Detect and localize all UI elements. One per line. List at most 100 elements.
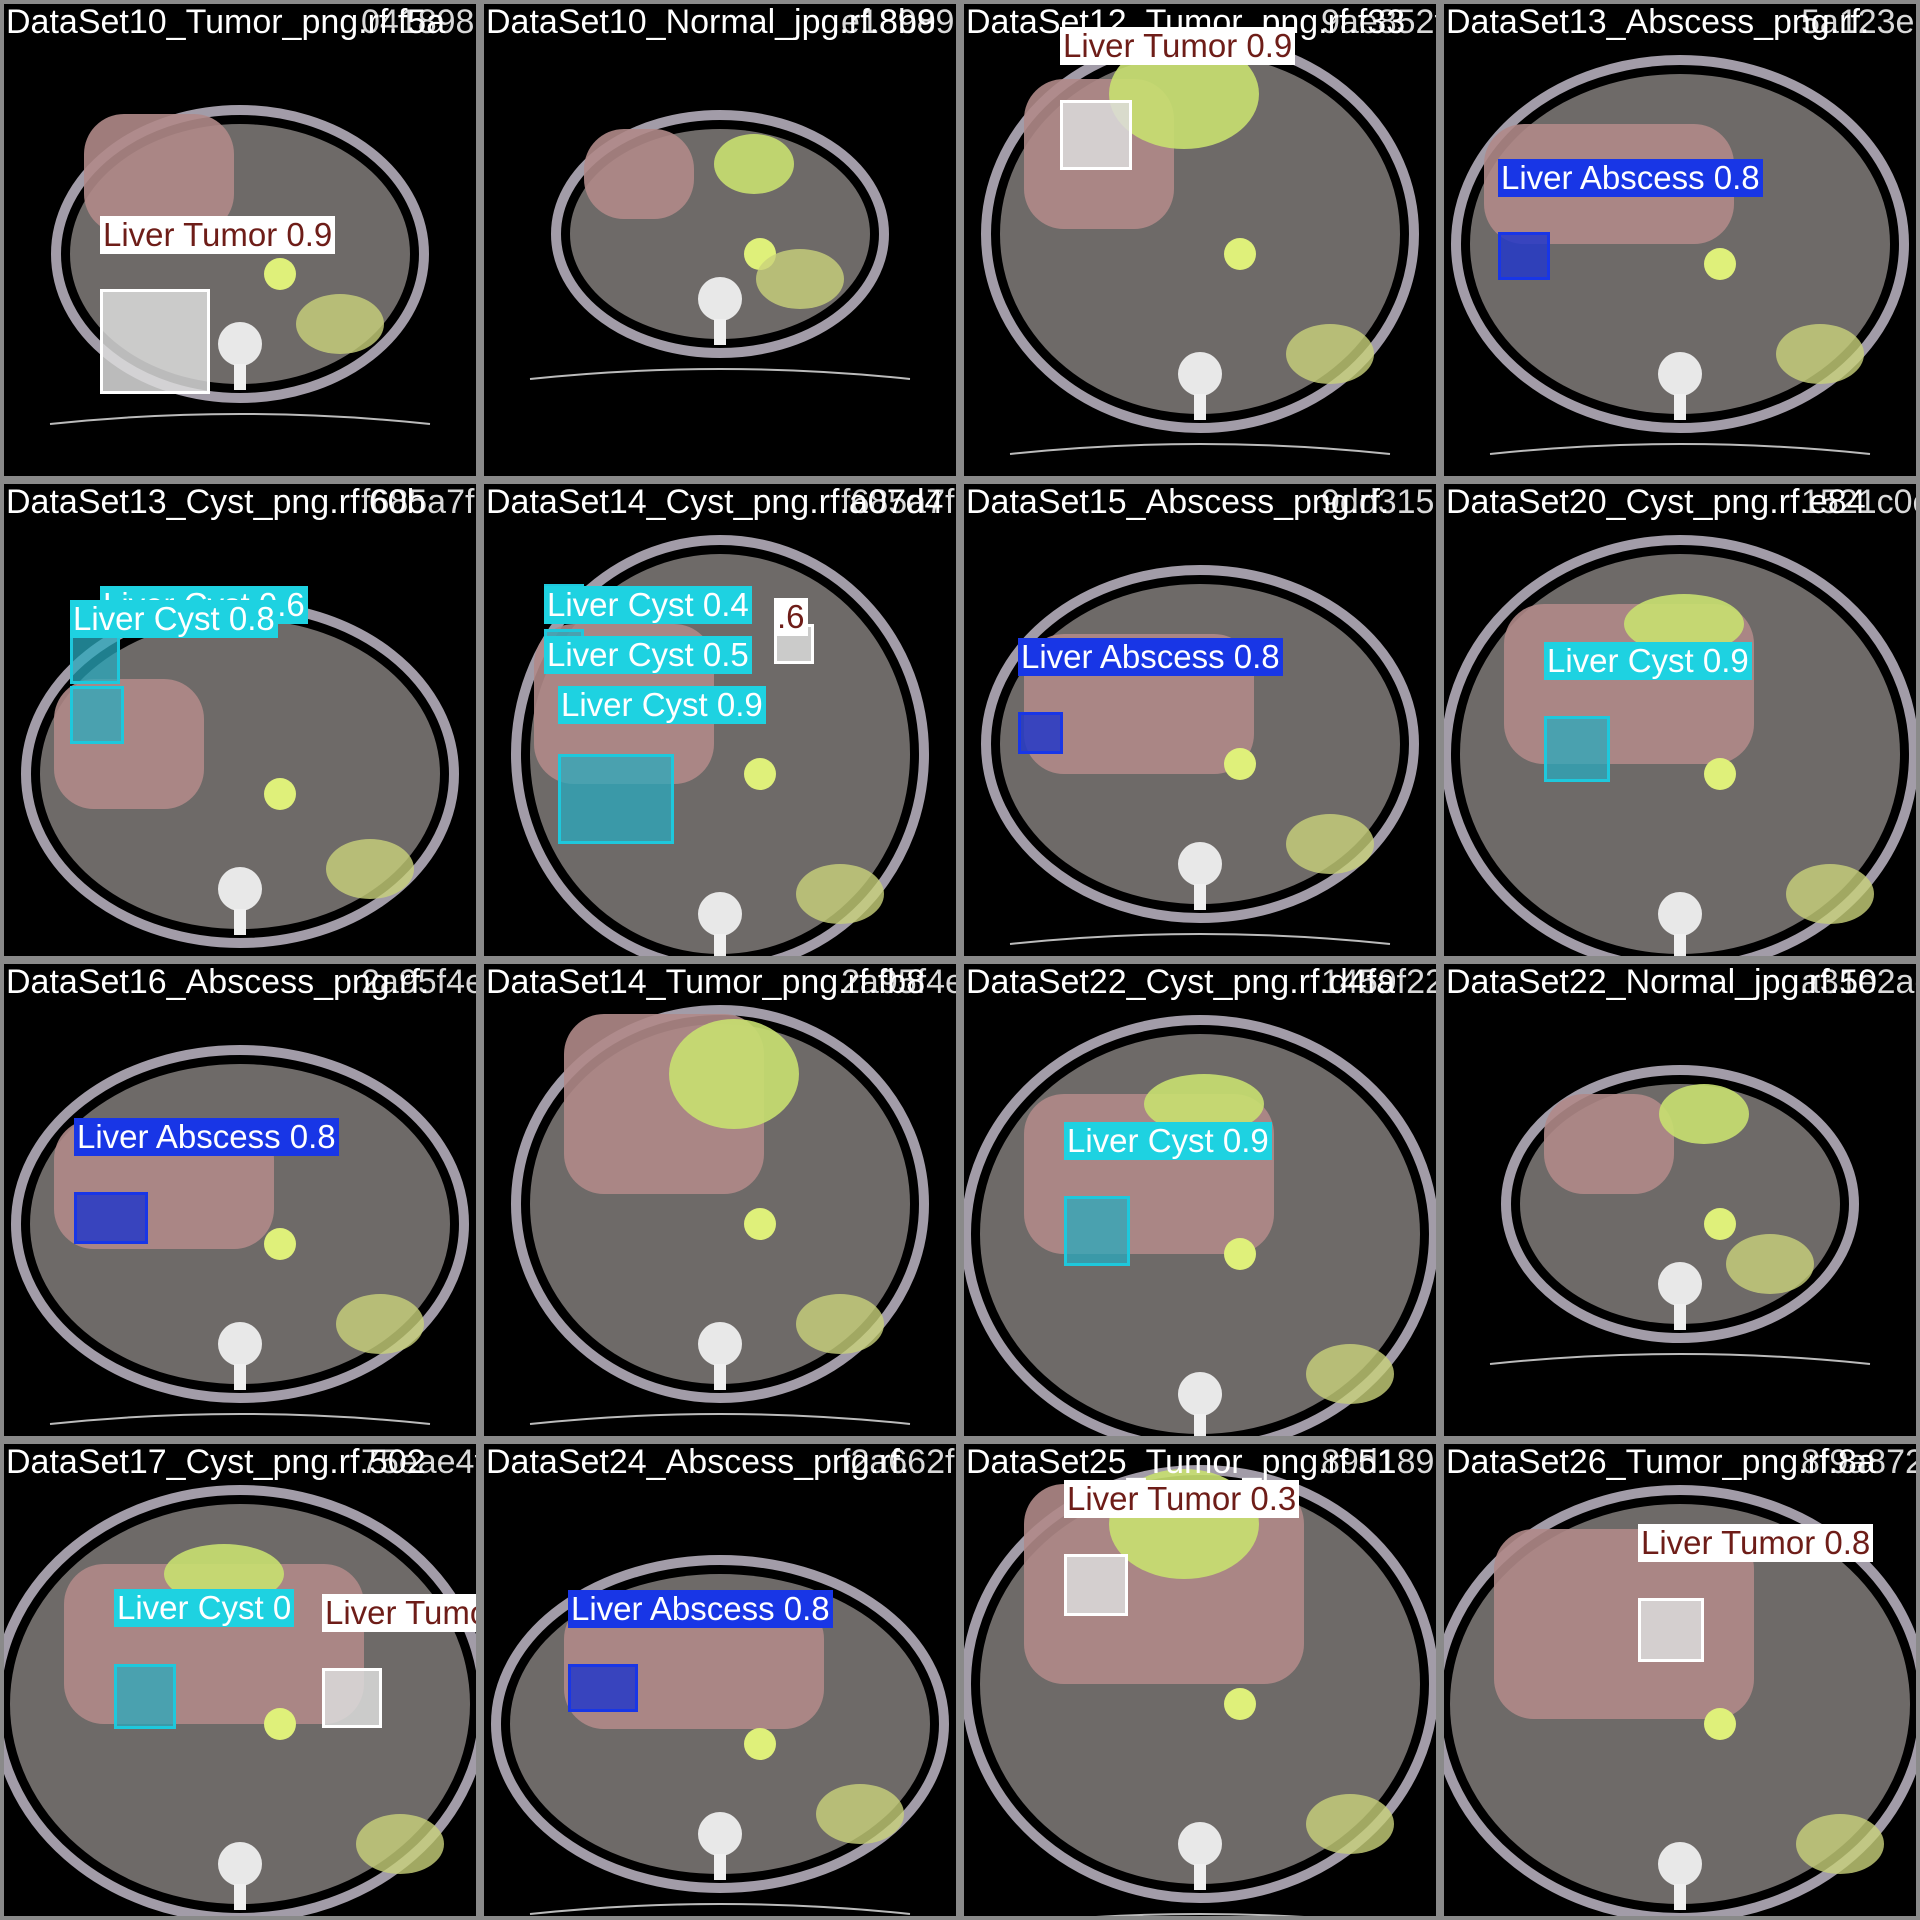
tile-title-text: DataSet22_Normal_jpg.rf.50 (1446, 964, 1877, 1001)
tile-title-overlap-text: 9ae852f2487b6e (1321, 4, 1436, 41)
tile-title-text: DataSet25_Tumor_png.rf.51 (966, 1444, 1396, 1481)
tile-title: DataSet10_Tumor_png.rf.f5a041898987fdbd5… (6, 4, 476, 42)
tile-title-overlap-text: 9dd31523c44e09 (1321, 484, 1436, 521)
tile-title-overlap-text: 1521c0e20d2187 (1801, 484, 1916, 521)
tile-title-overlap-text: f2a662f75ed1fc (841, 1444, 956, 1481)
detection-box-abscess (74, 1192, 148, 1244)
tile-title: DataSet24_Abscess_png.rf.f2a662f75ed1fc (486, 1444, 956, 1482)
detection-box-cyst (1064, 1196, 1130, 1266)
ct-scan-image (491, 1555, 949, 1915)
detection-label-tumor: Liver Tumor 0. (322, 1594, 476, 1632)
scan-tile: DataSet13_Cyst_png.rf.60bf685a7f6d4cf49 L… (4, 484, 476, 956)
ct-scan-image (1444, 535, 1916, 956)
detection-label-tumor: Liver Tumor 0.9 (1060, 27, 1296, 65)
detection-box-cyst (558, 754, 674, 844)
detection-label-cyst: Liver Cyst 0.5 (544, 636, 752, 674)
scan-tile: DataSet17_Cyst_png.rf.50275eae4f21d75ff L… (4, 1444, 476, 1916)
detection-box-tumor (1638, 1598, 1704, 1662)
tile-title: DataSet15_Abscess_png.rf.9dd31523c44e09 (966, 484, 1436, 522)
tile-title-text: DataSet26_Tumor_png.rf.8a (1446, 1444, 1876, 1481)
scan-tile: DataSet15_Abscess_png.rf.9dd31523c44e09 L… (964, 484, 1436, 956)
scan-tile: DataSet10_Normal_jpg.rf.8b9e1898987fd (484, 4, 956, 476)
detection-label-abscess: Liver Abscess 0.8 (74, 1118, 339, 1156)
tile-title-text: DataSet17_Cyst_png.rf.502 (6, 1444, 426, 1481)
detection-box-tumor (322, 1668, 382, 1728)
scan-tile: DataSet13_Abscess_png.rf.5a123e2f86Abl Li… (1444, 4, 1916, 476)
ct-scan-image (4, 1485, 476, 1916)
tile-title-overlap-text: a31e2ad031 (1801, 964, 1916, 1001)
tile-title-overlap-text: 041898987fdbd50 (361, 4, 476, 41)
tile-title-overlap-text: 2a95f4e2d3e40c (841, 964, 956, 1001)
scan-tile: DataSet20_Cyst_png.rf.e841521c0e20d2187 L… (1444, 484, 1916, 956)
ct-scan-image (981, 35, 1419, 455)
detection-label-tumor: .6 (774, 598, 808, 636)
tile-title: DataSet10_Normal_jpg.rf.8b9e1898987fd (486, 4, 956, 42)
tile-title-text: DataSet20_Cyst_png.rf.e84 (1446, 484, 1866, 521)
tile-title-text: DataSet10_Tumor_png.rf.f5a (6, 4, 446, 41)
detection-label-cyst: Liver Cyst 0.9 (1544, 642, 1752, 680)
detection-label-abscess: Liver Abscess 0.8 (1018, 638, 1283, 676)
detection-label-cyst: Liver Cyst 0.4 (544, 586, 752, 624)
detection-label-tumor: Liver Tumor 0.3 (1064, 1480, 1300, 1518)
detection-label-abscess: Liver Abscess 0.8 (1498, 159, 1763, 197)
detection-label-tumor: Liver Tumor 0.8 (1638, 1524, 1874, 1562)
scan-tile: DataSet16_Abscess_png.rf.2a95f4e2d3e40c L… (4, 964, 476, 1436)
tile-title-text: DataSet15_Abscess_png.rf. (966, 484, 1390, 521)
tile-title: DataSet13_Abscess_png.rf.5a123e2f86Abl (1446, 4, 1916, 42)
scan-tile: DataSet14_Cyst_png.rf.a07d4f685a7f6d4cf4… (484, 484, 956, 956)
detection-box-abscess (568, 1664, 638, 1712)
tile-title-overlap-text: 8f9a8725330045 (1801, 1444, 1916, 1481)
tile-title-overlap-text: 75eae4f21d75ff (361, 1444, 476, 1481)
tile-title-text: DataSet10_Normal_jpg.rf.8b9 (486, 4, 936, 41)
tile-title-text: DataSet14_Tumor_png.rf.fb8 (486, 964, 926, 1001)
tile-title: DataSet20_Cyst_png.rf.e841521c0e20d2187 (1446, 484, 1916, 522)
tile-title-overlap-text: f685a7f6d4cf49 (361, 484, 476, 521)
tile-title-text: DataSet16_Abscess_png.rf. (6, 964, 430, 1001)
detection-label-abscess: Liver Abscess 0.8 (568, 1590, 833, 1628)
detection-box-abscess (1498, 232, 1550, 280)
tile-title-text: DataSet13_Abscess_png.rf. (1446, 4, 1870, 41)
tile-title-overlap-text: 89d1897283304 (1321, 1444, 1436, 1481)
detection-box-abscess (1018, 712, 1063, 754)
tile-title-overlap-text: 5a123e2f86Abl (1801, 4, 1916, 41)
tile-title-text: DataSet13_Cyst_png.rf.60b (6, 484, 426, 521)
detection-label-cyst: Liver Cyst 0.9 (1064, 1122, 1272, 1160)
scan-tile: DataSet10_Tumor_png.rf.f5a041898987fdbd5… (4, 4, 476, 476)
tile-title: DataSet25_Tumor_png.rf.5189d1897283304 (966, 1444, 1436, 1482)
tile-title: DataSet13_Cyst_png.rf.60bf685a7f6d4cf49 (6, 484, 476, 522)
scan-tile: DataSet14_Tumor_png.rf.fb82a95f4e2d3e40c (484, 964, 956, 1436)
ct-scan-image (1489, 1065, 1871, 1365)
scan-tile: DataSet26_Tumor_png.rf.8a8f9a8725330045 L… (1444, 1444, 1916, 1916)
tile-title: DataSet16_Abscess_png.rf.2a95f4e2d3e40c (6, 964, 476, 1002)
tile-title: DataSet14_Cyst_png.rf.a07d4f685a7f6d4cf4… (486, 484, 956, 522)
scan-tile: DataSet22_Cyst_png.rf.d4fa1459f2225538c6… (964, 964, 1436, 1436)
ct-scan-image (964, 1015, 1436, 1436)
ct-scan-image (511, 1005, 929, 1425)
detection-box-tumor (100, 289, 210, 394)
detection-box-cyst (70, 686, 124, 744)
detection-box-tumor (1060, 100, 1132, 170)
tile-title: DataSet17_Cyst_png.rf.50275eae4f21d75ff (6, 1444, 476, 1482)
scan-tile: DataSet12_Tumor_png.rf.f339ae852f2487b6e… (964, 4, 1436, 476)
tile-title-text: DataSet22_Cyst_png.rf.d4fa (966, 964, 1396, 1001)
tile-title: DataSet26_Tumor_png.rf.8a8f9a8725330045 (1446, 1444, 1916, 1482)
detection-label-cyst: Liver Cyst 0 (114, 1589, 295, 1627)
tile-title: DataSet22_Normal_jpg.rf.50a31e2ad031 (1446, 964, 1916, 1002)
tile-title-text: DataSet14_Cyst_png.rf.a07d4 (486, 484, 944, 521)
detection-label-tumor: Liver Tumor 0.9 (100, 216, 336, 254)
detection-label-cyst: Liver Cyst 0.8 (70, 600, 278, 638)
tile-title-text: DataSet24_Abscess_png.rf. (486, 1444, 910, 1481)
ct-scan-image (529, 110, 911, 380)
tile-title: DataSet14_Tumor_png.rf.fb82a95f4e2d3e40c (486, 964, 956, 1002)
scan-tile: DataSet22_Normal_jpg.rf.50a31e2ad031 (1444, 964, 1916, 1436)
tile-title-overlap-text: e1898987fd (841, 4, 956, 41)
tile-title-overlap-text: f685a7f6d4cf49 (841, 484, 956, 521)
scan-tile: DataSet25_Tumor_png.rf.5189d1897283304Li… (964, 1444, 1436, 1916)
detection-box-cyst (1544, 716, 1610, 782)
scan-tile: DataSet24_Abscess_png.rf.f2a662f75ed1fc L… (484, 1444, 956, 1916)
detection-label-cyst: Liver Cyst 0.9 (558, 686, 766, 724)
tile-title-overlap-text: 2a95f4e2d3e40c (361, 964, 476, 1001)
detection-box-cyst (114, 1664, 176, 1729)
tile-title: DataSet22_Cyst_png.rf.d4fa1459f2225538c6 (966, 964, 1436, 1002)
